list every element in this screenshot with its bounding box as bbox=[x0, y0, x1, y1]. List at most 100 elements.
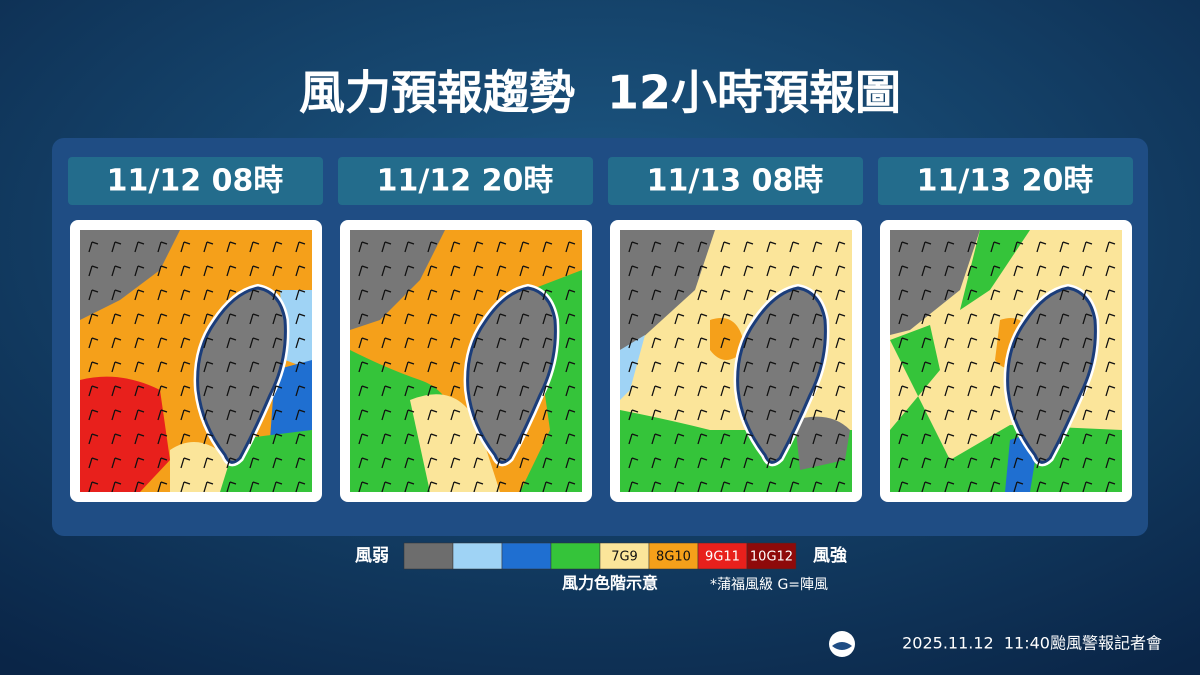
wind-barb bbox=[789, 265, 800, 277]
wind-barb bbox=[519, 457, 530, 469]
wind-barb bbox=[203, 241, 214, 253]
wind-barb bbox=[450, 265, 461, 277]
wind-barb bbox=[427, 241, 438, 253]
wind-barb bbox=[720, 265, 731, 277]
wind-barb bbox=[427, 313, 438, 325]
wind-barb bbox=[542, 433, 553, 445]
wind-barb bbox=[720, 481, 731, 492]
wind-barb bbox=[226, 337, 237, 349]
wind-barb bbox=[944, 361, 955, 373]
wind-barb bbox=[1013, 265, 1024, 277]
wind-barb bbox=[157, 409, 168, 421]
wind-barb bbox=[381, 433, 392, 445]
wind-barb bbox=[651, 409, 662, 421]
wind-barb bbox=[565, 241, 576, 253]
wind-barb bbox=[111, 481, 122, 492]
wind-barb bbox=[473, 265, 484, 277]
wind-barb bbox=[835, 409, 846, 421]
wind-barb bbox=[203, 457, 214, 469]
wind-barb bbox=[496, 241, 507, 253]
wind-barb bbox=[674, 457, 685, 469]
wind-barb bbox=[404, 313, 415, 325]
wind-barb bbox=[496, 337, 507, 349]
wind-barb bbox=[1013, 313, 1024, 325]
wind-barb bbox=[272, 433, 283, 445]
wind-barb bbox=[157, 385, 168, 397]
wind-barb bbox=[565, 289, 576, 301]
wind-barb bbox=[720, 361, 731, 373]
wind-barb bbox=[404, 289, 415, 301]
wind-barb bbox=[1013, 457, 1024, 469]
island bbox=[736, 286, 827, 464]
wind-barb bbox=[450, 457, 461, 469]
wind-barb bbox=[1082, 409, 1093, 421]
wind-barb bbox=[1059, 241, 1070, 253]
wind-barb bbox=[226, 361, 237, 373]
wind-barb bbox=[835, 361, 846, 373]
wind-barb bbox=[473, 409, 484, 421]
wind-zone bbox=[620, 230, 715, 350]
wind-barb bbox=[743, 265, 754, 277]
wind-barb bbox=[812, 385, 823, 397]
wind-barb bbox=[990, 457, 1001, 469]
wind-barb bbox=[404, 241, 415, 253]
wind-barb bbox=[272, 481, 283, 492]
wind-barb bbox=[450, 313, 461, 325]
wind-barb bbox=[921, 409, 932, 421]
wind-zone bbox=[890, 230, 980, 335]
wind-barb bbox=[743, 457, 754, 469]
wind-map bbox=[890, 230, 1122, 492]
wind-barb bbox=[743, 313, 754, 325]
wind-barb bbox=[111, 289, 122, 301]
wind-barb bbox=[743, 433, 754, 445]
wind-barb bbox=[1059, 457, 1070, 469]
wind-barb bbox=[990, 313, 1001, 325]
wind-barb bbox=[226, 265, 237, 277]
wind-barb bbox=[496, 289, 507, 301]
wind-barb bbox=[203, 433, 214, 445]
legend-note: *蒲福風級 G=陣風 bbox=[710, 577, 828, 593]
wind-barb bbox=[651, 289, 662, 301]
wind-barb bbox=[967, 313, 978, 325]
wind-barb bbox=[812, 361, 823, 373]
wind-barb bbox=[1036, 265, 1047, 277]
wind-barb bbox=[496, 385, 507, 397]
wind-barb bbox=[134, 313, 145, 325]
wind-barb bbox=[111, 385, 122, 397]
wind-barb bbox=[1105, 385, 1116, 397]
wind-barb bbox=[720, 457, 731, 469]
wind-barb bbox=[381, 361, 392, 373]
wind-barb bbox=[473, 457, 484, 469]
wind-barb bbox=[1059, 361, 1070, 373]
wind-barb bbox=[226, 433, 237, 445]
wind-barb bbox=[157, 313, 168, 325]
legend-swatch bbox=[550, 542, 601, 570]
wind-barb bbox=[921, 241, 932, 253]
wind-barb bbox=[203, 313, 214, 325]
wind-barb bbox=[358, 289, 369, 301]
forecast-panel: 11/13 20時 bbox=[878, 157, 1133, 502]
legend-caption: 風力色階示意 bbox=[562, 574, 658, 593]
panel-header bbox=[338, 157, 593, 205]
forecast-panel: 11/12 08時 bbox=[68, 157, 323, 502]
wind-barb bbox=[203, 481, 214, 492]
wind-barb bbox=[766, 409, 777, 421]
wind-barb bbox=[295, 337, 306, 349]
legend-swatch bbox=[452, 542, 503, 570]
wind-barb bbox=[111, 433, 122, 445]
wind-barb bbox=[990, 433, 1001, 445]
wind-barb bbox=[427, 457, 438, 469]
wind-barb bbox=[88, 289, 99, 301]
title: 風力預報趨勢 12小時預報圖 bbox=[299, 66, 901, 120]
wind-barb bbox=[272, 409, 283, 421]
wind-barb bbox=[272, 385, 283, 397]
wind-barb bbox=[1013, 289, 1024, 301]
wind-barb bbox=[565, 481, 576, 492]
wind-barb bbox=[921, 337, 932, 349]
wind-barb bbox=[766, 457, 777, 469]
wind-barb bbox=[1082, 241, 1093, 253]
wind-barb bbox=[565, 457, 576, 469]
wind-barb bbox=[134, 385, 145, 397]
wind-barb bbox=[789, 409, 800, 421]
